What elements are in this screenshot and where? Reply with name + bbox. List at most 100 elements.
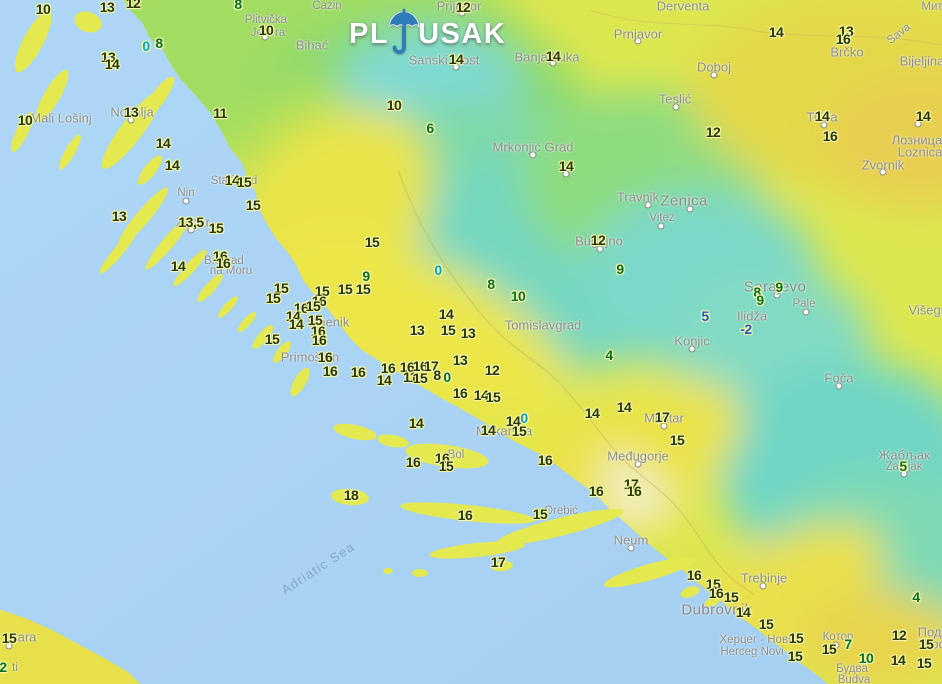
temp-station[interactable]: 13 <box>460 325 476 341</box>
temp-station[interactable]: 13 <box>100 49 116 65</box>
temp-station[interactable]: 14 <box>915 108 931 124</box>
temp-station[interactable]: 17 <box>654 409 670 425</box>
temp-station[interactable]: 15 <box>787 648 803 664</box>
temp-station[interactable]: 11 <box>213 105 227 121</box>
temp-station[interactable]: 10 <box>258 22 274 38</box>
temp-station[interactable]: 15 <box>337 281 353 297</box>
temp-station[interactable]: 14 <box>448 51 464 67</box>
temp-station[interactable]: 16 <box>310 323 326 339</box>
temp-station[interactable]: 14 <box>285 308 301 324</box>
temp-station[interactable]: 16 <box>380 360 396 376</box>
temp-station[interactable]: 5 <box>899 458 907 474</box>
temp-station[interactable]: 16 <box>835 31 851 47</box>
temp-station[interactable]: 5 <box>701 308 709 324</box>
temp-station[interactable]: 16 <box>452 385 468 401</box>
temp-station[interactable]: 15 <box>788 630 804 646</box>
temp-station[interactable]: 17 <box>490 554 506 570</box>
temp-station[interactable]: 0 <box>443 369 451 385</box>
temp-station[interactable]: 14 <box>473 387 489 403</box>
temp-station[interactable]: 0 <box>520 410 528 426</box>
temp-station[interactable]: 14 <box>155 135 171 151</box>
temp-station[interactable]: 15 <box>916 655 932 671</box>
temp-station[interactable]: 13 <box>111 208 127 224</box>
temp-station[interactable]: 15 <box>273 280 289 296</box>
temp-station[interactable]: 16 <box>293 300 309 316</box>
temp-station[interactable]: 13 <box>123 104 139 120</box>
temp-station[interactable]: 12 <box>891 627 907 643</box>
temp-station[interactable]: 10 <box>858 650 874 666</box>
temp-station[interactable]: 14 <box>735 604 751 620</box>
temp-station[interactable]: -2 <box>740 321 752 337</box>
temp-station[interactable]: 12 <box>484 362 500 378</box>
temp-station[interactable]: 16 <box>322 363 338 379</box>
temp-station[interactable]: 14 <box>545 48 561 64</box>
temp-station[interactable]: 0 <box>142 38 150 54</box>
temp-station[interactable]: 15 <box>355 281 371 297</box>
temp-station[interactable]: 15 <box>511 423 527 439</box>
temp-station[interactable]: 16 <box>215 255 231 271</box>
temp-station[interactable]: 14 <box>480 422 496 438</box>
temp-station[interactable]: 14 <box>814 108 830 124</box>
temp-station[interactable]: 16 <box>311 293 327 309</box>
temp-station[interactable]: 14 <box>170 258 186 274</box>
temp-station[interactable]: 4 <box>605 347 613 363</box>
temp-station[interactable]: 14 <box>104 56 120 72</box>
temp-station[interactable]: 14 <box>768 24 784 40</box>
temp-station[interactable]: 14 <box>890 652 906 668</box>
temp-station[interactable]: 8 <box>753 284 761 300</box>
temp-station[interactable]: 15 <box>305 298 321 314</box>
temp-station[interactable]: 13 <box>409 322 425 338</box>
temp-station[interactable]: 14 <box>164 157 180 173</box>
temp-station[interactable]: 15 <box>821 641 837 657</box>
temp-station[interactable]: 6 <box>426 120 434 136</box>
temp-station[interactable]: 10 <box>510 288 526 304</box>
temp-station[interactable]: 17 <box>423 358 439 374</box>
temp-station[interactable]: 15 <box>918 636 934 652</box>
temp-station[interactable]: 16 <box>311 332 327 348</box>
temp-station[interactable]: 12 <box>590 232 606 248</box>
temp-station[interactable]: 15 <box>307 312 323 328</box>
temp-station[interactable]: 18 <box>343 487 359 503</box>
temp-station[interactable]: 16 <box>350 364 366 380</box>
temp-station[interactable]: 14 <box>438 306 454 322</box>
temp-station[interactable]: 14 <box>505 413 521 429</box>
temp-station[interactable]: 13 <box>838 23 854 39</box>
temp-station[interactable]: 15 <box>440 322 456 338</box>
temp-station[interactable]: 15 <box>1 630 17 646</box>
temp-station[interactable]: 16 <box>822 128 838 144</box>
temp-station[interactable]: 15 <box>265 290 281 306</box>
temp-station[interactable]: 9 <box>362 268 370 284</box>
temp-station[interactable]: 14 <box>288 316 304 332</box>
temp-station[interactable]: 11 <box>403 369 417 385</box>
temp-station[interactable]: 16 <box>212 248 228 264</box>
temp-station[interactable]: 14 <box>408 415 424 431</box>
temp-station[interactable]: 13,5 <box>178 214 204 230</box>
temp-station[interactable]: 9 <box>756 292 764 308</box>
temp-station[interactable]: 15 <box>438 458 454 474</box>
temp-station[interactable]: 15 <box>485 389 501 405</box>
temp-station[interactable]: 15 <box>264 331 280 347</box>
temp-station[interactable]: 9 <box>775 279 783 295</box>
temp-station[interactable]: 8 <box>155 35 163 51</box>
temp-station[interactable]: 12 <box>455 0 471 15</box>
temp-station[interactable]: 15 <box>245 197 261 213</box>
temp-station[interactable]: 15 <box>532 506 548 522</box>
temp-station[interactable]: 14 <box>558 158 574 174</box>
temp-station[interactable]: 10 <box>17 112 33 128</box>
temp-station[interactable]: 12 <box>705 124 721 140</box>
temp-station[interactable]: 16 <box>405 454 421 470</box>
temp-station[interactable]: 14 <box>224 172 240 188</box>
temp-station[interactable]: 16 <box>399 359 415 375</box>
temp-station[interactable]: 15 <box>208 220 224 236</box>
temp-station[interactable]: 16 <box>412 358 428 374</box>
temp-station[interactable]: 10 <box>386 97 402 113</box>
temp-station[interactable]: 16 <box>317 349 333 365</box>
temp-station[interactable]: 4 <box>912 589 920 605</box>
temp-station[interactable]: 15 <box>412 370 428 386</box>
temp-station[interactable]: 16 <box>588 483 604 499</box>
temp-station[interactable]: 13 <box>452 352 468 368</box>
temp-station[interactable]: 15 <box>723 589 739 605</box>
temp-station[interactable]: 16 <box>434 450 450 466</box>
temp-station[interactable]: 13 <box>99 0 115 15</box>
temp-station[interactable]: 16 <box>537 452 553 468</box>
